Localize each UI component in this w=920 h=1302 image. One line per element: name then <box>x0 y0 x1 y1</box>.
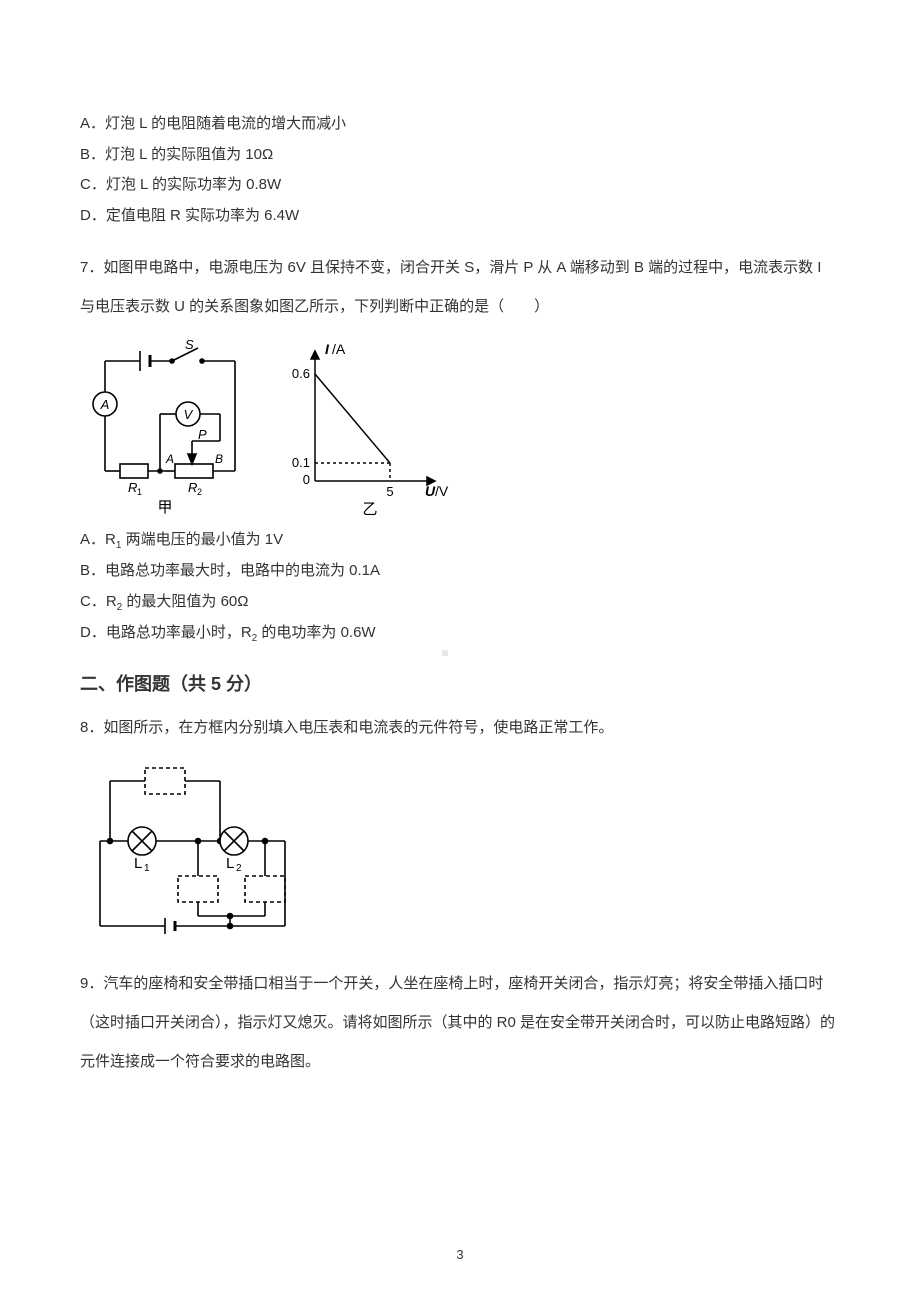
q7-optD-post: 的电功率为 0.6W <box>257 624 375 641</box>
q7-graph: I /A U /V 0 0.6 0.1 5 乙 <box>280 336 450 516</box>
q6-option-C: C．灯泡 L 的实际功率为 0.8W <box>80 171 840 200</box>
svg-text:/A: /A <box>332 341 346 357</box>
svg-text:P: P <box>198 427 207 442</box>
q7-circuit-diagram: V A S P A B R 1 R 2 甲 <box>80 336 250 516</box>
page-number: 3 <box>456 1247 463 1262</box>
svg-text:R: R <box>128 480 137 495</box>
svg-text:0.1: 0.1 <box>292 455 310 470</box>
svg-text:R: R <box>188 480 197 495</box>
q7-optD-pre: D．电路总功率最小时，R <box>80 624 252 641</box>
svg-text:1: 1 <box>137 487 142 497</box>
q7-optA-post: 两端电压的最小值为 1V <box>121 531 283 548</box>
q7-optC-pre: C．R <box>80 593 117 610</box>
q6-option-B: B．灯泡 L 的实际阻值为 10Ω <box>80 141 840 170</box>
q7-option-B: B．电路总功率最大时，电路中的电流为 0.1A <box>80 557 840 586</box>
svg-text:2: 2 <box>197 487 202 497</box>
svg-text:A: A <box>165 452 174 466</box>
q7-option-C: C．R2 的最大阻值为 60Ω <box>80 588 840 617</box>
svg-text:0.6: 0.6 <box>292 366 310 381</box>
svg-text:A: A <box>100 397 110 412</box>
svg-text:5: 5 <box>386 484 393 499</box>
svg-text:L: L <box>226 855 234 872</box>
watermark-icon <box>442 650 448 656</box>
svg-text:1: 1 <box>144 863 150 874</box>
q7-optC-post: 的最大阻值为 60Ω <box>122 593 248 610</box>
q7-option-D: D．电路总功率最小时，R2 的电功率为 0.6W <box>80 619 840 648</box>
svg-text:B: B <box>215 452 223 466</box>
svg-text:I: I <box>325 341 330 357</box>
q6-option-D: D．定值电阻 R 实际功率为 6.4W <box>80 202 840 231</box>
svg-text:V: V <box>184 407 194 422</box>
q7-option-A: A．R1 两端电压的最小值为 1V <box>80 526 840 555</box>
q8-circuit-diagram: L 1 L 2 <box>80 756 310 946</box>
q7-figures: V A S P A B R 1 R 2 甲 I /A U /V 0 0.6 0.… <box>80 336 840 516</box>
svg-text:0: 0 <box>303 472 310 487</box>
q9-text-sub: 0 <box>508 1014 516 1031</box>
section2-title: 二、作图题（共 5 分） <box>80 670 840 696</box>
q6-option-A: A．灯泡 L 的电阻随着电流的增大而减小 <box>80 110 840 139</box>
svg-text:甲: 甲 <box>157 499 172 516</box>
svg-text:L: L <box>134 855 142 872</box>
q7-optA-pre: A．R <box>80 531 116 548</box>
svg-text:S: S <box>185 337 194 352</box>
q8-text: 8．如图所示，在方框内分别填入电压表和电流表的元件符号，使电路正常工作。 <box>80 710 840 746</box>
q9-text: 9．汽车的座椅和安全带插口相当于一个开关，人坐在座椅上时，座椅开关闭合，指示灯亮… <box>80 964 840 1081</box>
svg-text:2: 2 <box>236 863 242 874</box>
svg-text:乙: 乙 <box>362 501 377 516</box>
svg-text:/V: /V <box>435 483 449 499</box>
q7-text: 7．如图甲电路中，电源电压为 6V 且保持不变，闭合开关 S，滑片 P 从 A … <box>80 248 840 326</box>
